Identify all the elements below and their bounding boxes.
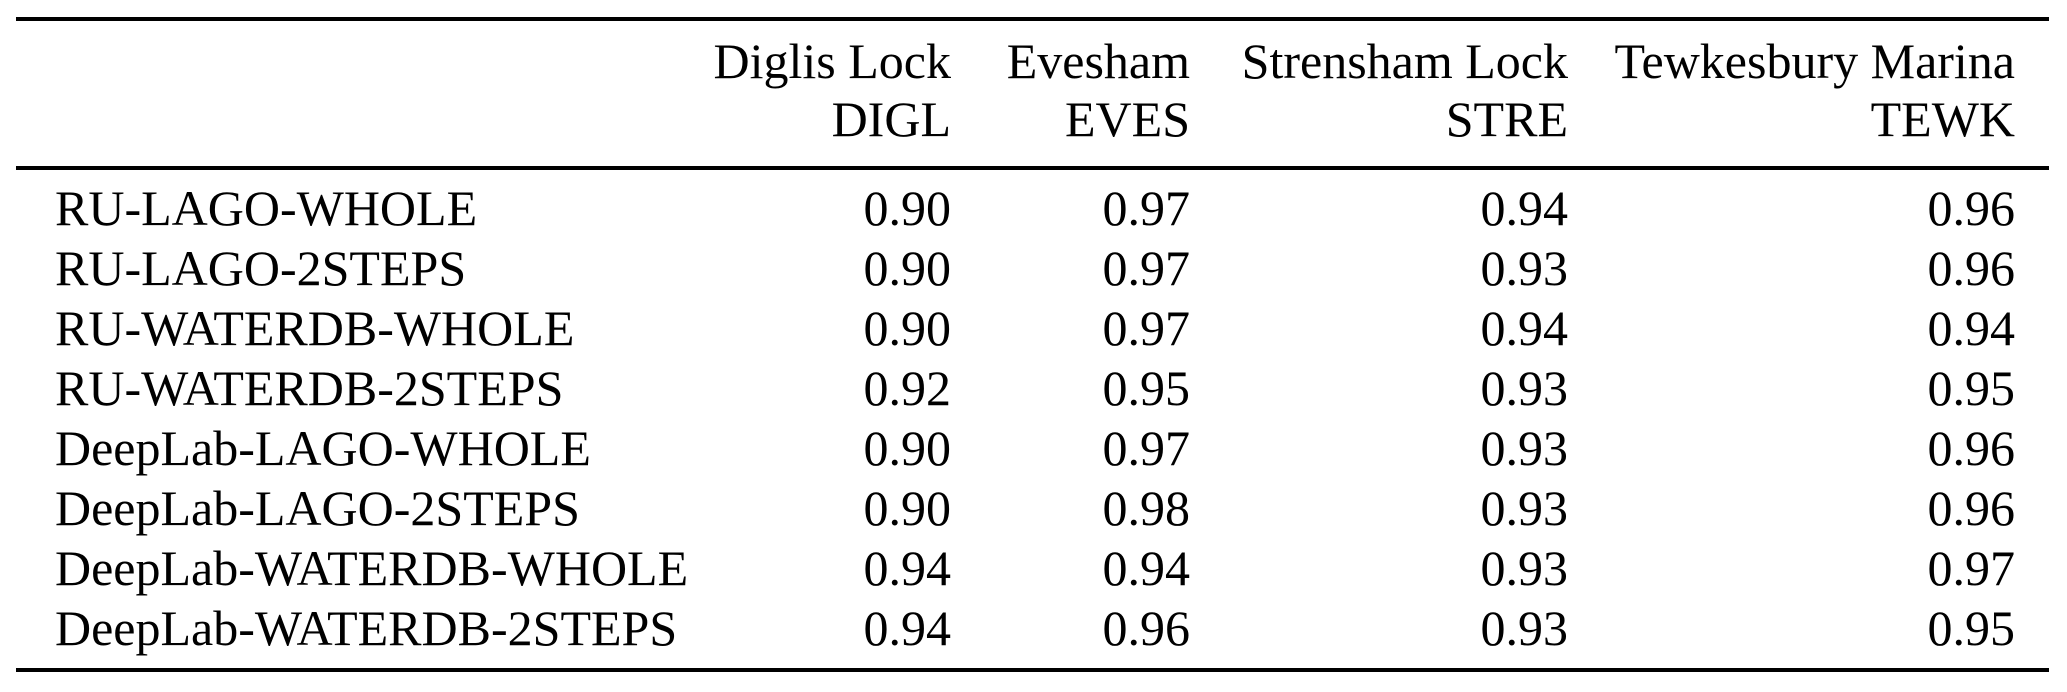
table-row: RU-LAGO-2STEPS 0.90 0.97 0.93 0.96 <box>16 238 2049 298</box>
value-cell: 0.90 <box>863 300 952 356</box>
value-cell: 0.95 <box>1927 360 2016 416</box>
column-header-stre: Strensham Lock STRE <box>1190 32 1568 166</box>
value-cell: 0.96 <box>1927 480 2016 536</box>
value-cell: 0.94 <box>1102 540 1191 596</box>
column-name: Diglis Lock <box>713 33 951 89</box>
row-label: DeepLab-LAGO-WHOLE <box>55 420 591 476</box>
value-cell: 0.97 <box>1102 420 1191 476</box>
value-cell: 0.94 <box>1927 300 2016 356</box>
row-label: RU-WATERDB-WHOLE <box>55 300 575 356</box>
value-cell: 0.94 <box>863 540 952 596</box>
value-cell: 0.93 <box>1480 600 1569 656</box>
table-top-rule <box>16 17 2049 21</box>
column-code: STRE <box>1445 91 1568 147</box>
value-cell: 0.96 <box>1102 600 1191 656</box>
table-row: DeepLab-WATERDB-2STEPS 0.94 0.96 0.93 0.… <box>16 598 2049 658</box>
value-cell: 0.97 <box>1927 540 2016 596</box>
value-cell: 0.94 <box>863 600 952 656</box>
table-row: RU-WATERDB-WHOLE 0.90 0.97 0.94 0.94 <box>16 298 2049 358</box>
value-cell: 0.97 <box>1102 180 1191 236</box>
row-label: RU-WATERDB-2STEPS <box>55 360 564 416</box>
value-cell: 0.97 <box>1102 240 1191 296</box>
value-cell: 0.90 <box>863 240 952 296</box>
table-row: DeepLab-LAGO-2STEPS 0.90 0.98 0.93 0.96 <box>16 478 2049 538</box>
table-header-rule <box>16 166 2049 170</box>
value-cell: 0.98 <box>1102 480 1191 536</box>
table-row: RU-LAGO-WHOLE 0.90 0.97 0.94 0.96 <box>16 178 2049 238</box>
value-cell: 0.94 <box>1480 180 1569 236</box>
results-table: Diglis Lock DIGL Evesham EVES Strensham … <box>16 17 2049 672</box>
table-row: DeepLab-LAGO-WHOLE 0.90 0.97 0.93 0.96 <box>16 418 2049 478</box>
column-header-eves: Evesham EVES <box>951 32 1190 166</box>
table-row: RU-WATERDB-2STEPS 0.92 0.95 0.93 0.95 <box>16 358 2049 418</box>
column-code: DIGL <box>831 91 951 147</box>
column-header-stub <box>16 32 706 166</box>
value-cell: 0.93 <box>1480 540 1569 596</box>
row-label: DeepLab-WATERDB-WHOLE <box>55 540 689 596</box>
table-body: RU-LAGO-WHOLE 0.90 0.97 0.94 0.96 RU-LAG… <box>16 170 2049 658</box>
row-label: RU-LAGO-WHOLE <box>55 180 478 236</box>
value-cell: 0.96 <box>1927 240 2016 296</box>
value-cell: 0.93 <box>1480 480 1569 536</box>
column-name: Tewkesbury Marina <box>1614 33 2015 89</box>
row-label: DeepLab-LAGO-2STEPS <box>55 480 580 536</box>
table-bottom-rule <box>16 668 2049 672</box>
value-cell: 0.90 <box>863 420 952 476</box>
column-name: Evesham <box>1006 33 1190 89</box>
value-cell: 0.90 <box>863 480 952 536</box>
column-name: Strensham Lock <box>1241 33 1568 89</box>
value-cell: 0.97 <box>1102 300 1191 356</box>
value-cell: 0.93 <box>1480 420 1569 476</box>
column-header-digl: Diglis Lock DIGL <box>706 32 951 166</box>
value-cell: 0.95 <box>1102 360 1191 416</box>
value-cell: 0.96 <box>1927 180 2016 236</box>
value-cell: 0.96 <box>1927 420 2016 476</box>
value-cell: 0.93 <box>1480 240 1569 296</box>
column-header-tewk: Tewkesbury Marina TEWK <box>1568 32 2049 166</box>
value-cell: 0.92 <box>863 360 952 416</box>
table-row: DeepLab-WATERDB-WHOLE 0.94 0.94 0.93 0.9… <box>16 538 2049 598</box>
value-cell: 0.93 <box>1480 360 1569 416</box>
row-label: DeepLab-WATERDB-2STEPS <box>55 600 678 656</box>
column-code: TEWK <box>1870 91 2015 147</box>
row-label: RU-LAGO-2STEPS <box>55 240 467 296</box>
value-cell: 0.90 <box>863 180 952 236</box>
column-code: EVES <box>1065 91 1190 147</box>
value-cell: 0.95 <box>1927 600 2016 656</box>
value-cell: 0.94 <box>1480 300 1569 356</box>
table-header-row: Diglis Lock DIGL Evesham EVES Strensham … <box>16 21 2049 166</box>
